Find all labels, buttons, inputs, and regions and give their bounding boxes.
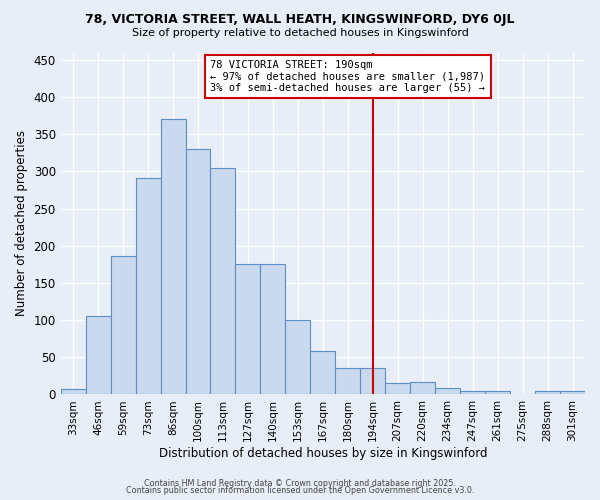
Bar: [136, 178, 161, 394]
Bar: [161, 120, 185, 394]
Y-axis label: Number of detached properties: Number of detached properties: [15, 130, 28, 316]
Bar: [260, 264, 286, 394]
Bar: [235, 264, 260, 394]
Bar: [560, 392, 585, 394]
Bar: [61, 390, 86, 394]
Bar: [460, 390, 485, 394]
Text: Contains public sector information licensed under the Open Government Licence v3: Contains public sector information licen…: [126, 486, 474, 495]
Bar: [385, 384, 410, 394]
Bar: [535, 390, 560, 394]
Text: Size of property relative to detached houses in Kingswinford: Size of property relative to detached ho…: [131, 28, 469, 38]
Text: 78 VICTORIA STREET: 190sqm
← 97% of detached houses are smaller (1,987)
3% of se: 78 VICTORIA STREET: 190sqm ← 97% of deta…: [211, 60, 485, 93]
X-axis label: Distribution of detached houses by size in Kingswinford: Distribution of detached houses by size …: [158, 447, 487, 460]
Bar: [485, 392, 510, 394]
Text: 78, VICTORIA STREET, WALL HEATH, KINGSWINFORD, DY6 0JL: 78, VICTORIA STREET, WALL HEATH, KINGSWI…: [85, 12, 515, 26]
Bar: [211, 168, 235, 394]
Bar: [310, 352, 335, 395]
Text: Contains HM Land Registry data © Crown copyright and database right 2025.: Contains HM Land Registry data © Crown c…: [144, 478, 456, 488]
Bar: [410, 382, 435, 394]
Bar: [335, 368, 360, 394]
Bar: [86, 316, 110, 394]
Bar: [185, 149, 211, 394]
Bar: [435, 388, 460, 394]
Bar: [360, 368, 385, 394]
Bar: [286, 320, 310, 394]
Bar: [110, 256, 136, 394]
